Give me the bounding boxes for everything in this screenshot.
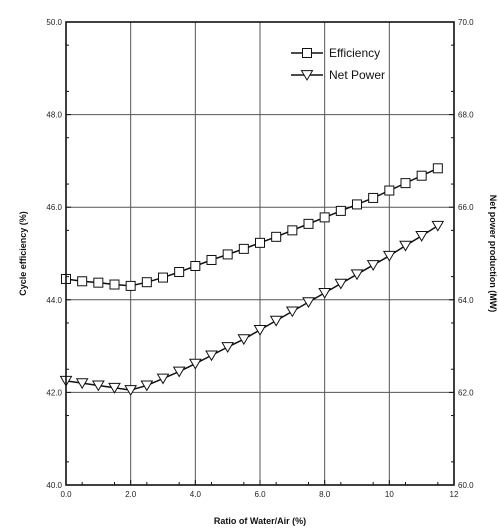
data-point-square [93,277,104,288]
data-point-triangle [172,366,186,378]
data-point-square [384,185,395,196]
x-tick-label: 4.0 [190,490,202,499]
data-point-square [222,249,233,260]
data-point-triangle [205,350,218,362]
data-point-triangle [253,324,267,336]
data-point-square [432,163,443,174]
data-point-square [158,272,168,283]
y-left-tick-label: 40.0 [46,481,62,490]
legend-square-marker-icon [302,48,312,58]
x-axis-label: Ratio of Water/Air (%) [214,516,306,526]
y-right-tick-label: 66.0 [458,203,474,212]
x-tick-label: 6.0 [254,490,266,499]
x-tick-label: 8.0 [319,490,331,499]
data-point-square [238,243,249,254]
series-efficiency [61,163,443,291]
x-tick-label: 0.0 [60,490,72,499]
data-point-triangle [140,380,154,392]
data-point-triangle [302,297,315,309]
data-point-triangle [221,342,235,353]
y-axis-right-label: Net power production (MW) [488,195,498,312]
series-line [65,167,439,287]
y-right-tick-label: 64.0 [458,296,474,305]
data-point-triangle [350,269,364,281]
y-left-tick-label: 50.0 [46,18,62,27]
data-point-square [400,178,411,189]
y-right-tick-label: 62.0 [458,388,474,397]
series-net-power [59,220,445,397]
data-point-triangle [431,220,445,232]
y-right-tick-label: 68.0 [458,111,474,120]
series-line [65,225,439,391]
y-left-tick-label: 44.0 [46,296,62,305]
data-point-triangle [108,382,121,394]
data-point-square [352,199,362,210]
data-point-square [190,261,201,272]
series-layer [59,163,445,397]
data-point-triangle [124,385,138,397]
x-tick-label: 12 [450,490,459,499]
data-point-triangle [399,240,412,252]
grid-lines [66,22,454,485]
legend: Efficiency Net Power [291,46,385,82]
data-point-square [319,212,330,223]
data-point-triangle [366,260,380,272]
data-point-triangle [382,250,396,262]
data-point-square [206,254,217,265]
legend-label-efficiency: Efficiency [329,46,380,60]
data-point-square [77,276,88,287]
tick-labels: 0.0 2.0 4.0 6.0 8.0 10 12 40.0 42.0 44.0 46.0 48.0 5… [46,18,474,499]
data-point-square [141,277,152,288]
y-right-tick-label: 60.0 [458,481,474,490]
data-point-triangle [75,378,89,390]
y-left-tick-label: 42.0 [46,388,62,397]
data-point-square [255,237,265,248]
y-axis-left-label: Cycle efficiency (%) [18,211,28,296]
y-left-tick-label: 46.0 [46,203,62,212]
y-left-tick-label: 48.0 [46,111,62,120]
data-point-triangle [269,315,283,327]
data-point-triangle [156,373,170,385]
legend-triangle-marker-icon [300,70,314,81]
data-point-triangle [237,334,251,346]
x-tick-label: 2.0 [125,490,137,499]
data-point-triangle [285,306,299,318]
data-point-square [303,218,314,229]
data-point-triangle [188,358,202,370]
data-point-square [335,205,346,216]
data-point-square [109,279,120,290]
data-point-triangle [334,278,348,290]
x-tick-label: 10 [385,490,394,499]
data-point-triangle [415,231,429,242]
data-point-square [416,170,427,181]
data-point-square [125,280,136,291]
y-right-tick-label: 70.0 [458,18,474,27]
data-point-triangle [318,287,332,299]
legend-label-net-power: Net Power [329,68,385,82]
data-point-square [368,192,379,203]
data-point-square [174,267,185,278]
data-point-square [287,225,298,236]
data-point-square [271,231,282,242]
data-point-triangle [91,380,105,392]
